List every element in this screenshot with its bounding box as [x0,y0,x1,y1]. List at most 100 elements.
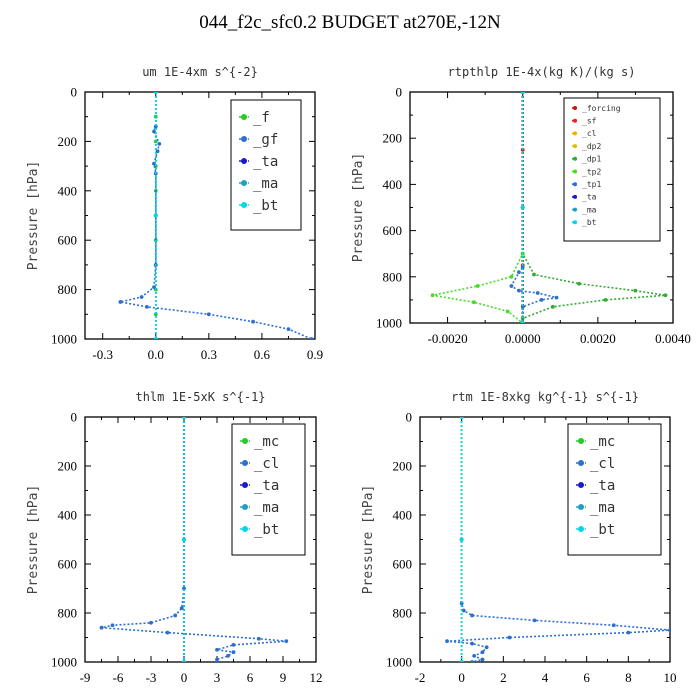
legend: _mc _cl _ta _ma _bt [567,423,662,556]
legend-marker [242,438,248,444]
legend-label: _dp1 [582,155,601,164]
y-tick-label: 200 [58,134,78,149]
legend-marker [573,106,577,110]
y-axis-title: Pressure [hPa] [361,485,376,595]
data-point [520,321,525,323]
y-tick-label: 1000 [51,332,77,347]
data-point [165,630,170,635]
data-point [226,653,230,658]
legend-marker [242,482,248,488]
y-tick-label: 600 [383,223,403,238]
x-tick-label: 0.0040 [655,331,691,346]
data-point [509,284,514,288]
data-point [152,285,156,290]
data-point [149,620,153,625]
series-tp2 [430,92,525,323]
data-point [182,417,186,419]
data-point [153,337,158,339]
data-point [206,312,211,317]
data-point [445,639,449,644]
legend-marker [578,482,584,488]
plot-area [430,92,668,323]
series-line [521,92,666,323]
data-point [480,657,485,662]
x-tick-label: -0.3 [92,347,113,362]
legend-label: _cl [582,129,597,138]
legend-marker [242,526,248,532]
data-point [231,650,236,655]
y-tick-label: 800 [383,269,403,284]
data-point [459,601,464,606]
data-point [153,124,158,129]
data-point [110,623,115,628]
data-point [520,92,525,94]
data-point [231,642,236,647]
y-tick-label: 0 [71,410,78,425]
data-point [145,304,149,309]
series-line [432,92,524,323]
legend-label: _ma [253,176,278,192]
chart-panel-1: um 1E-4xm s^{-2} 0 200 400 600 800 1000 -0.3 0.0… [26,65,323,362]
series-line [101,417,287,662]
legend-label: _bt [582,218,597,227]
x-tick-label: -2 [415,670,426,685]
data-point [99,625,104,630]
data-point [475,284,480,288]
legend-marker [573,169,577,174]
legend-marker [578,460,584,466]
data-point [480,650,485,655]
legend-label: _mc [590,434,615,450]
legend-marker [242,504,248,510]
data-point [153,92,158,94]
data-point [550,304,555,309]
legend-label: _ta [254,478,279,494]
legend-label: _cl [254,456,279,472]
chart-panel-4: rtm 1E-8xkg kg^{-1} s^{-1} 0 200 400 600 800 1… [361,390,677,685]
legend-marker [573,194,577,199]
data-point [470,641,474,646]
x-tick-label: 0 [181,670,188,685]
x-tick-label: 6 [583,670,590,685]
y-tick-label: 600 [58,557,78,572]
data-point [251,319,255,324]
x-tick-label: 4 [542,670,549,685]
legend-label: _ta [582,193,597,202]
data-point [470,660,474,662]
panel-title: rtm 1E-8xkg kg^{-1} s^{-1} [451,390,639,404]
series-bt [182,417,186,662]
y-tick-label: 800 [58,282,78,297]
legend-box [230,99,302,231]
data-point [577,281,581,286]
x-tick-label: -6 [113,670,124,685]
y-tick-label: 600 [393,557,413,572]
data-point [173,613,178,618]
panel-title: um 1E-4xm s^{-2} [142,65,258,79]
legend-label: _ma [254,500,279,516]
x-tick-label: -9 [80,670,91,685]
data-point [286,327,291,332]
data-point [157,141,162,146]
legend-marker [578,438,584,444]
data-point [554,295,559,300]
legend-box [231,423,306,556]
x-tick-label: 9 [280,670,287,685]
legend-label: _gf [253,132,278,148]
data-point [517,270,521,275]
series-line [510,92,557,323]
data-point [509,274,514,279]
data-point [182,537,186,542]
plot-area [99,417,289,662]
data-point [484,645,489,650]
data-point [459,537,464,542]
series-line [120,92,312,339]
y-tick-label: 600 [58,233,78,248]
data-point [520,205,525,210]
panel-title: thlm 1E-5xK s^{-1} [135,390,265,404]
data-point [505,309,510,314]
x-tick-label: 0.0 [148,347,164,362]
data-point [507,635,512,640]
y-tick-label: 400 [58,183,78,198]
data-point [471,300,476,305]
data-point [535,291,540,295]
